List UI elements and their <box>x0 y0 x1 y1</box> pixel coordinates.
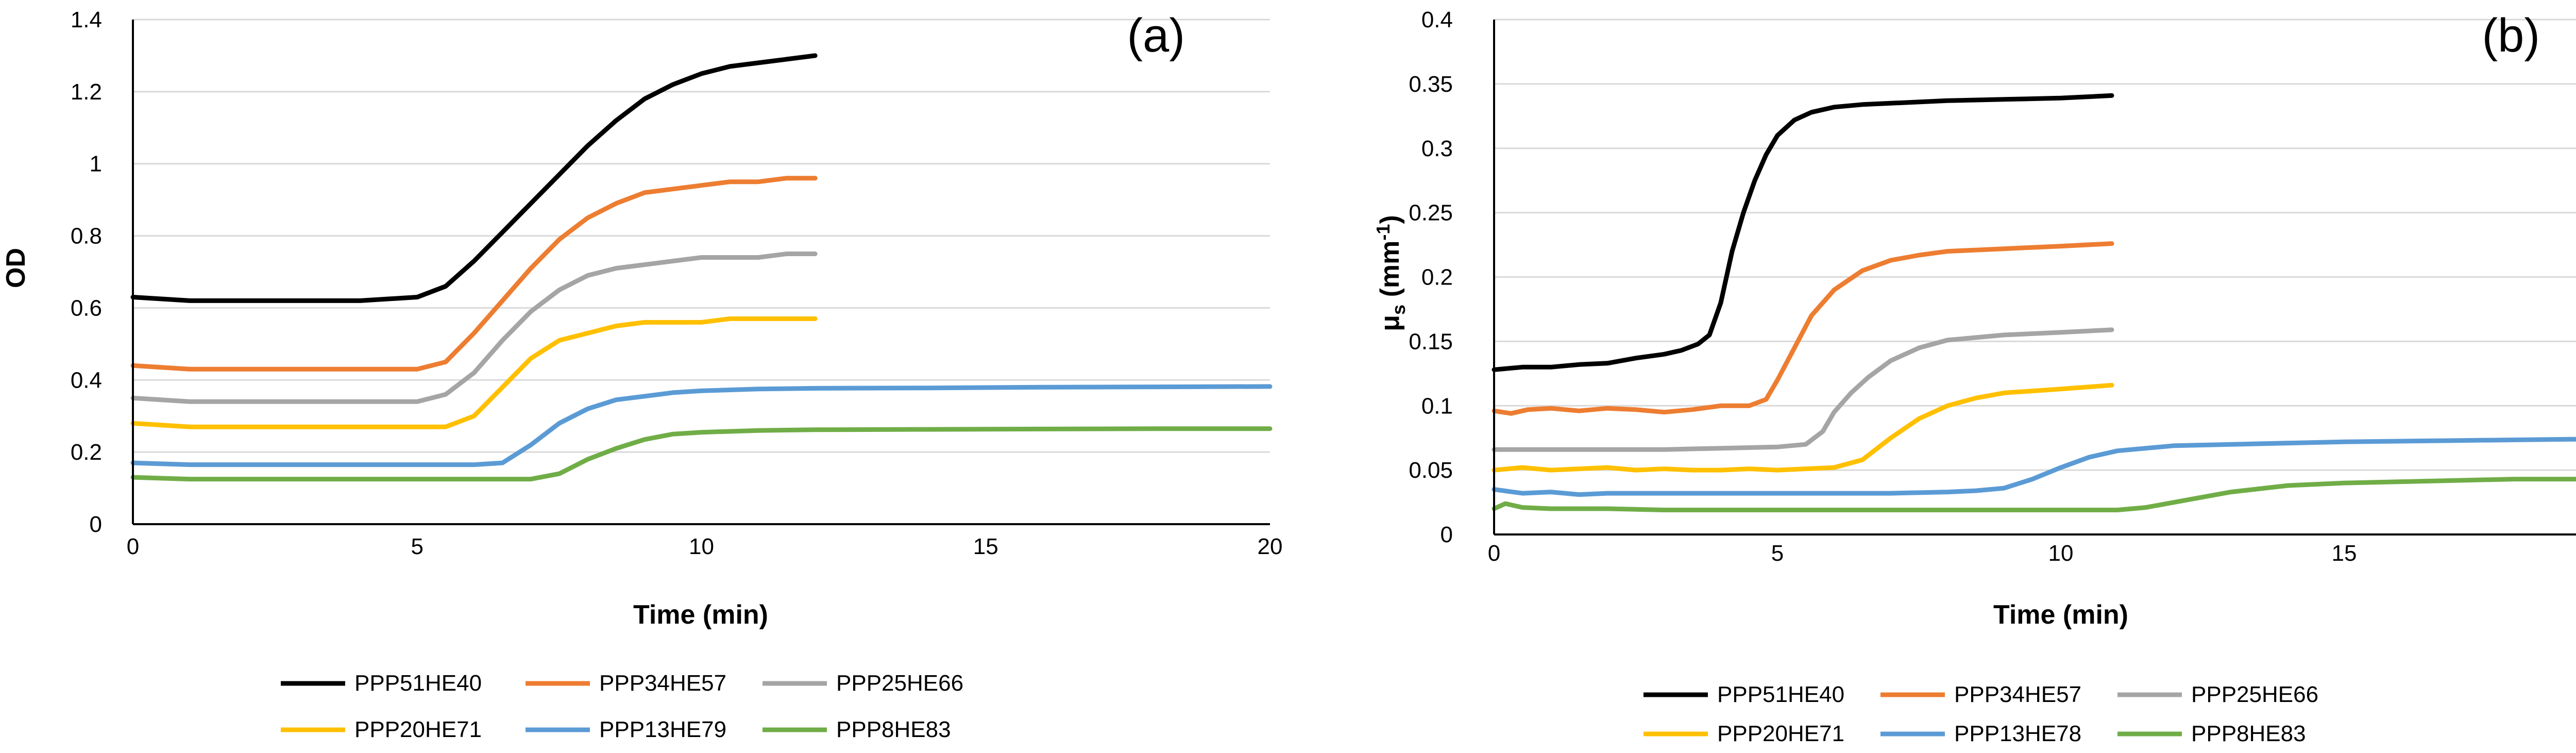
panel-a-series-ppp34he57 <box>130 176 818 372</box>
panel-b-series-ppp25he66 <box>1492 327 2114 452</box>
panel-a-x-tick-label: 15 <box>973 534 998 559</box>
legend-label-ppp20he71: PPP20HE71 <box>354 717 482 742</box>
legend-label-ppp8he83: PPP8HE83 <box>2191 721 2306 746</box>
panel-b-y-axis-title-subscript: s <box>1388 305 1409 315</box>
panel-b-y-tick-label: 0.15 <box>1409 329 1453 354</box>
panel-b-label: (b) <box>2482 9 2540 62</box>
legend-label-ppp13he79: PPP13HE79 <box>599 717 726 742</box>
panel-b-gridlines <box>1494 19 2576 471</box>
panel-b-y-tick-label: 0.05 <box>1409 458 1453 483</box>
panel-a-series-ppp20he71 <box>130 316 818 429</box>
panel-a-series-ppp25he66 <box>130 252 818 404</box>
legend-label-ppp51he40: PPP51HE40 <box>1717 682 1844 707</box>
panel-b-y-tick-label: 0.4 <box>1421 7 1453 32</box>
panel-a-y-tick-label: 0.4 <box>71 367 102 393</box>
panel-a-series-ppp51he40 <box>130 53 818 303</box>
legend-label-ppp51he40: PPP51HE40 <box>354 671 482 696</box>
panel-a-x-axis-title: Time (min) <box>633 600 768 630</box>
legend-label-ppp25he66: PPP25HE66 <box>2191 682 2318 707</box>
panel-b-x-tick-label: 5 <box>1771 541 1784 566</box>
panel-a-y-tick-label: 1 <box>90 152 102 177</box>
panel-a: 0 0.2 0.4 0.6 0.8 1 1.2 1.4 0 5 10 15 20 (a) Time (m… <box>1 7 1282 742</box>
panel-b-series-ppp20he71 <box>1492 382 2114 473</box>
panel-b-y-tick-label: 0 <box>1440 522 1453 547</box>
panel-b-x-tick-label: 0 <box>1488 541 1500 566</box>
panel-a-y-tick-label: 0.2 <box>71 440 102 465</box>
panel-b-legend: PPP51HE40 PPP34HE57 PPP25HE66 PPP20HE71 PPP1… <box>1643 682 2318 746</box>
panel-b-y-axis-title-superscript: -1 <box>1372 224 1394 241</box>
panel-a-series <box>130 53 1273 482</box>
panel-b-y-axis-title-close: ) <box>1375 215 1405 224</box>
panel-b-x-tick-label: 10 <box>2048 541 2074 566</box>
panel-a-y-tick-label: 1.4 <box>71 7 102 32</box>
panel-b-series-ppp34he57 <box>1492 241 2114 416</box>
panel-a-x-tick-label: 10 <box>689 534 714 559</box>
legend-label-ppp25he66: PPP25HE66 <box>836 671 963 696</box>
panel-b-x-tick-label: 15 <box>2332 541 2357 566</box>
panel-a-x-tick-label: 5 <box>411 534 423 559</box>
panel-a-label: (a) <box>1127 9 1185 62</box>
panel-a-y-tick-label: 0 <box>90 512 102 537</box>
panel-b-y-tick-label: 0.2 <box>1421 265 1453 290</box>
panel-b-y-axis-title: μs (mm-1) <box>1372 215 1409 331</box>
panel-a-gridlines <box>133 19 1270 453</box>
panel-a-series-ppp13he79 <box>130 384 1273 467</box>
panel-a-y-axis-title: OD <box>1 248 31 288</box>
panel-b-y-tick-label: 0.1 <box>1421 393 1453 419</box>
panel-a-x-tick-label: 20 <box>1258 534 1283 559</box>
panel-a-y-tick-label: 1.2 <box>71 79 102 105</box>
panel-a-y-tick-label: 0.6 <box>71 295 102 321</box>
legend-label-ppp20he71: PPP20HE71 <box>1717 721 1844 746</box>
panel-b-y-tick-label: 0.25 <box>1409 200 1453 226</box>
panel-b-y-tick-label: 0.35 <box>1409 72 1453 97</box>
legend-label-ppp34he57: PPP34HE57 <box>599 671 726 696</box>
panel-a-y-tick-label: 0.8 <box>71 224 102 249</box>
panel-b-series-ppp51he40 <box>1492 93 2114 372</box>
panel-b-y-tick-label: 0.3 <box>1421 136 1453 161</box>
panel-a-legend: PPP51HE40 PPP34HE57 PPP25HE66 PPP20HE71 PPP1… <box>281 671 963 742</box>
legend-label-ppp8he83: PPP8HE83 <box>836 717 951 742</box>
panel-b-series-ppp13he78 <box>1492 437 2576 497</box>
panel-a-axes <box>132 20 1270 525</box>
panel-b-x-axis-title: Time (min) <box>1993 600 2128 630</box>
panel-b-y-axis-title-unit: (mm <box>1375 241 1405 305</box>
legend-label-ppp34he57: PPP34HE57 <box>1954 682 2081 707</box>
panel-b-y-axis-title-symbol: μ <box>1375 315 1405 331</box>
panel-b-series-ppp8he83 <box>1492 477 2576 512</box>
panel-a-x-tick-label: 0 <box>127 534 139 559</box>
panel-b-series <box>1492 93 2576 512</box>
legend-label-ppp13he78: PPP13HE78 <box>1954 721 2081 746</box>
panel-a-ticks: 0 0.2 0.4 0.6 0.8 1 1.2 1.4 0 5 10 15 20 <box>71 7 1283 559</box>
panel-a-series-ppp8he83 <box>130 426 1273 482</box>
panel-b-axes <box>1493 20 2576 536</box>
